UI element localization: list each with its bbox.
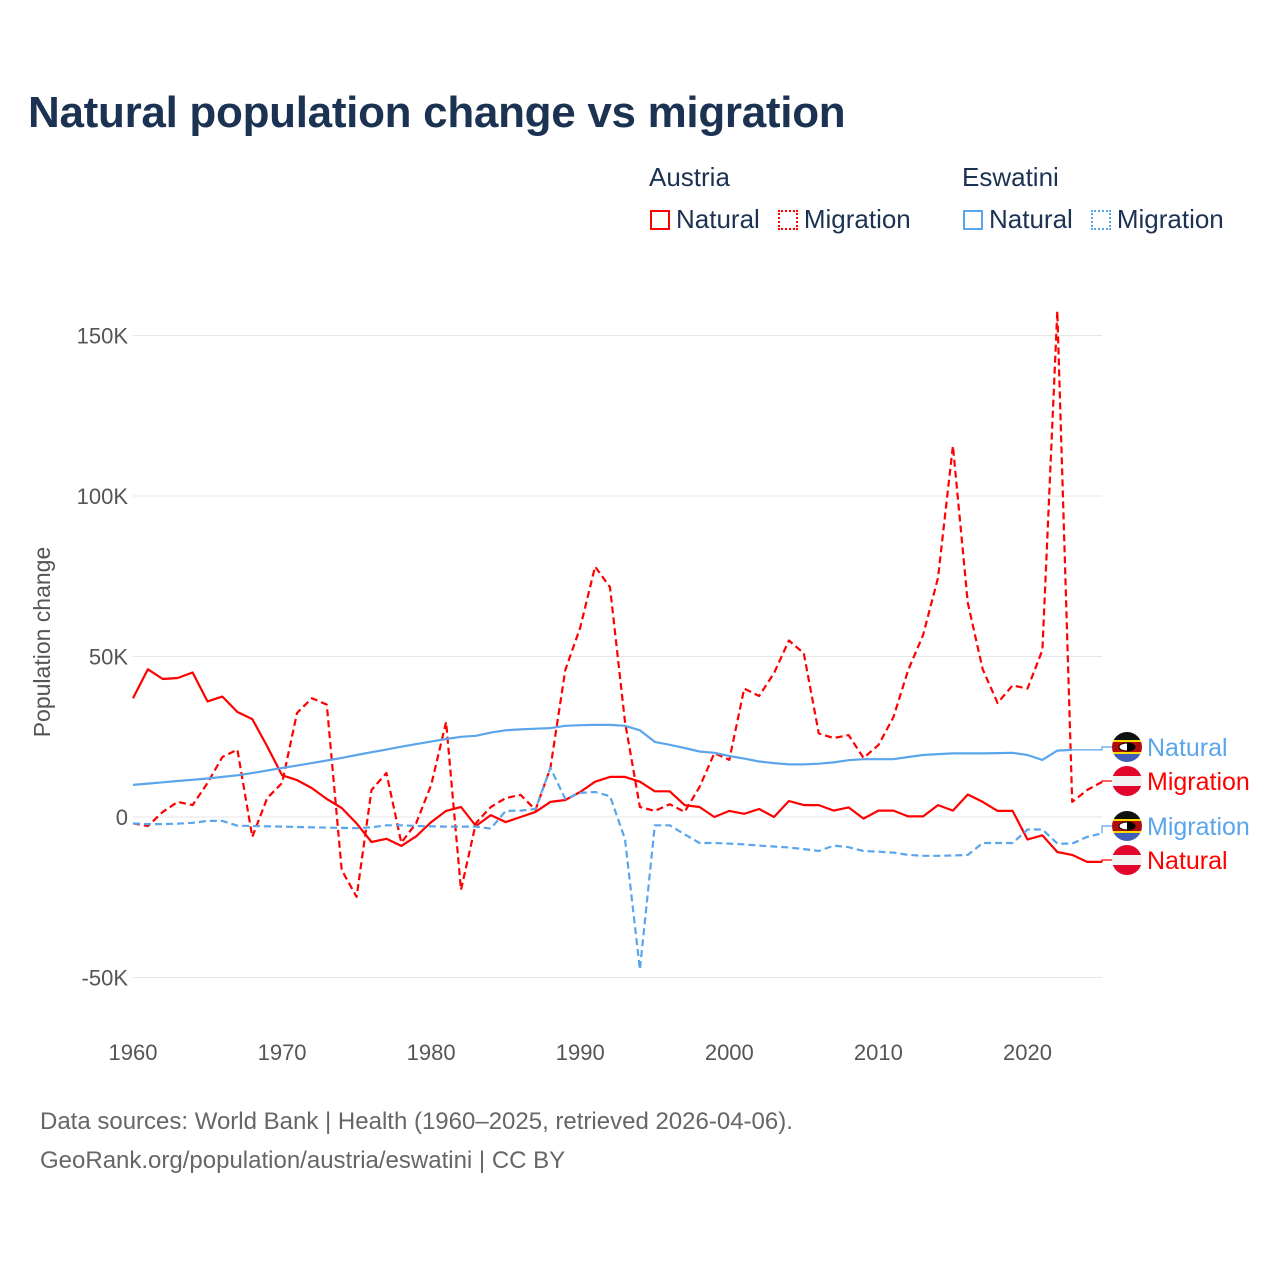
flag-clip	[1112, 766, 1142, 796]
x-tick-label: 2010	[854, 1040, 903, 1065]
legend-group-austria: Austria	[649, 162, 730, 192]
flag-stripe	[1112, 776, 1142, 786]
legend-label: Natural	[989, 204, 1073, 234]
y-tick-label: 100K	[77, 484, 129, 509]
series-line-austria-natural	[132, 668, 1102, 863]
x-tick-label: 1960	[109, 1040, 158, 1065]
legend-group-eswatini: Eswatini	[962, 162, 1059, 192]
eswatini-flag-icon	[1112, 732, 1142, 762]
flag-stripe	[1112, 754, 1142, 762]
footer-credit[interactable]: GeoRank.org/population/austria/eswatini …	[40, 1147, 566, 1174]
y-tick-label: 0	[116, 805, 128, 830]
flag-stripe	[1112, 831, 1142, 833]
legend-label: Migration	[1116, 204, 1224, 234]
flag-shield-half	[1127, 822, 1135, 830]
line-chart: -50K 0 50K 100K 150K 1960 1970 1980 1990 2000 201…	[29, 310, 1250, 1065]
end-label-connector	[1101, 780, 1112, 783]
end-label-eswatini-natural: Natural	[1147, 734, 1228, 762]
flag-stripe	[1112, 833, 1142, 841]
end-label-austria-migration: Migration	[1147, 768, 1250, 796]
solid-swatch-icon	[963, 209, 983, 230]
dotted-swatch-icon	[1090, 209, 1111, 230]
legend-label: Migration	[803, 204, 911, 234]
flag-shield-half	[1127, 743, 1135, 751]
x-axis-ticks: 1960 1970 1980 1990 2000 2010 2020	[109, 1040, 1052, 1065]
footer-sources: Data sources: World Bank | Health (1960–…	[40, 1108, 793, 1135]
austria-flag-icon	[1112, 766, 1142, 796]
legend-eswatini-items: Natural Migration	[963, 204, 1224, 235]
legend-austria-items: Natural Migration	[650, 204, 911, 235]
dotted-swatch-icon	[777, 209, 798, 230]
x-tick-label: 1990	[556, 1040, 605, 1065]
flag-stripe	[1112, 740, 1142, 742]
eswatini-flag-icon	[1112, 811, 1142, 841]
flag-stripe	[1112, 752, 1142, 754]
x-tick-label: 2000	[705, 1040, 754, 1065]
series-line-austria-migration	[132, 310, 1103, 898]
y-axis-label: Population change	[29, 547, 55, 738]
end-label-connector	[1101, 825, 1112, 834]
y-tick-label: 50K	[89, 645, 128, 670]
legend-label: Natural	[676, 204, 760, 234]
flag-stripe	[1112, 845, 1142, 855]
flag-clip	[1112, 732, 1142, 762]
end-label-eswatini-migration: Migration	[1147, 813, 1250, 841]
chart-title: Natural population change vs migration	[28, 88, 846, 137]
y-tick-label: -50K	[82, 966, 129, 991]
solid-swatch-icon	[650, 209, 670, 230]
series-line-eswatini-migration	[132, 766, 1103, 971]
series-lines	[132, 310, 1103, 971]
austria-flag-icon	[1112, 845, 1142, 875]
flag-stripe	[1112, 865, 1142, 875]
flag-clip	[1112, 845, 1142, 875]
x-tick-label: 2020	[1003, 1040, 1052, 1065]
legend-item-austria-natural[interactable]: Natural	[650, 204, 760, 235]
flag-stripe	[1112, 766, 1142, 776]
legend-item-austria-migration[interactable]: Migration	[777, 204, 911, 235]
x-tick-label: 1980	[407, 1040, 456, 1065]
series-line-eswatini-natural	[132, 723, 1073, 786]
end-label-connector	[1101, 859, 1112, 862]
legend-item-eswatini-migration[interactable]: Migration	[1090, 204, 1224, 235]
legend-item-eswatini-natural[interactable]: Natural	[963, 204, 1073, 235]
flag-stripe	[1112, 811, 1142, 819]
x-tick-label: 1970	[258, 1040, 307, 1065]
flag-stripe	[1112, 786, 1142, 796]
flag-stripe	[1112, 732, 1142, 740]
end-labels: Natural Migration Migration Natural	[1072, 732, 1250, 875]
end-label-austria-natural: Natural	[1147, 847, 1228, 875]
flag-stripe	[1112, 855, 1142, 865]
end-label-connector	[1072, 746, 1112, 751]
y-axis-ticks: -50K 0 50K 100K 150K	[77, 324, 129, 991]
y-tick-label: 150K	[77, 324, 129, 349]
flag-stripe	[1112, 819, 1142, 821]
flag-clip	[1112, 811, 1142, 841]
